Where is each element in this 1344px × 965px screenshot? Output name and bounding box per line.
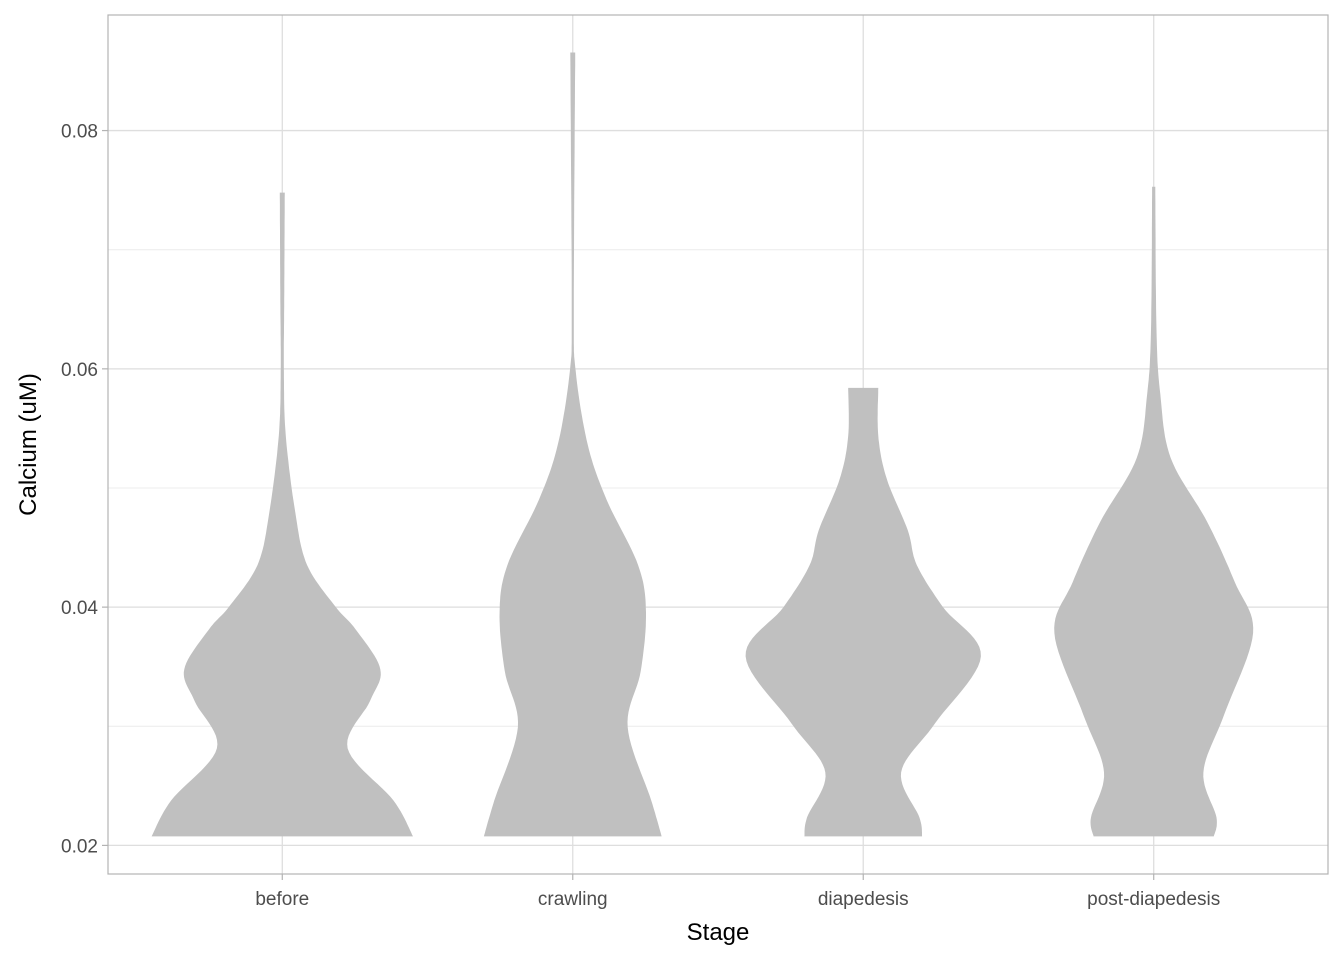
- violin-crawling: [483, 52, 662, 837]
- y-tick-label: 0.02: [61, 836, 98, 857]
- violin-diapedesis: [745, 387, 981, 837]
- violins: [151, 52, 1254, 837]
- panel-border: [107, 14, 1329, 875]
- x-tick-label: before: [255, 889, 309, 910]
- x-axis-title: Stage: [687, 919, 750, 946]
- y-tick-label: 0.08: [61, 122, 98, 143]
- violin-before: [151, 192, 413, 837]
- x-tick-label: crawling: [538, 889, 608, 910]
- axes: 0.02 0.04 0.06 0.08 before crawling diapedesis…: [61, 122, 1220, 910]
- y-tick-label: 0.06: [61, 360, 98, 381]
- y-axis-title: Calcium (uM): [15, 373, 42, 516]
- violin-post-diapedesis: [1054, 186, 1254, 837]
- y-tick-label: 0.04: [61, 598, 98, 619]
- x-tick-label: diapedesis: [818, 889, 909, 910]
- x-tick-label: post-diapedesis: [1087, 889, 1220, 910]
